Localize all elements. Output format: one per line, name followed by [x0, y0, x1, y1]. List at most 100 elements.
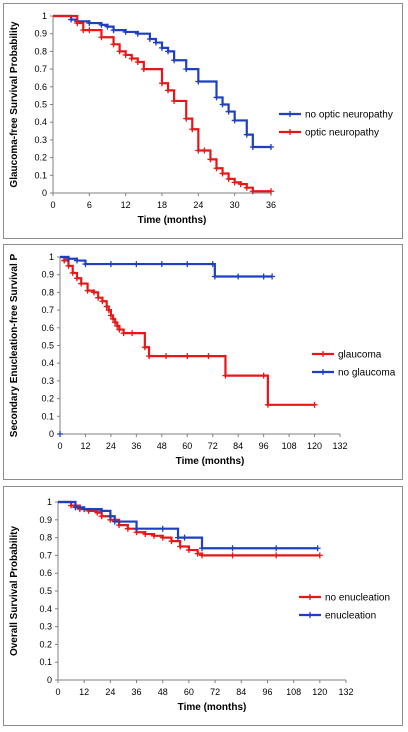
x-tick-label: 24: [193, 200, 203, 210]
censor-mark: [151, 532, 157, 539]
censor-mark: [152, 39, 159, 46]
censor-mark: [82, 261, 89, 268]
legend-label: optic neuropathy: [305, 128, 379, 139]
series-line-enucleation: [58, 500, 318, 550]
x-axis-label: Time (months): [178, 702, 247, 713]
y-tick-label: 0.5: [34, 100, 47, 110]
censor-mark: [201, 147, 208, 154]
y-tick-label: 0.8: [34, 46, 47, 56]
x-tick-label: 120: [307, 441, 322, 451]
censor-mark: [165, 48, 172, 55]
legend-marker: [287, 111, 293, 117]
y-tick-label: 0.9: [39, 515, 52, 525]
x-axis-label: Time (months): [176, 456, 245, 467]
y-tick-label: 1: [47, 497, 52, 507]
censor-mark: [95, 294, 102, 301]
censor-mark: [114, 323, 121, 330]
legend-marker: [287, 129, 293, 135]
censor-mark: [104, 23, 111, 30]
y-tick-label: 0.1: [39, 657, 52, 667]
censor-mark: [219, 170, 226, 177]
x-tick-label: 132: [338, 687, 353, 697]
censor-mark: [98, 21, 105, 28]
censor-mark: [249, 143, 256, 150]
y-tick-label: 0.7: [41, 305, 54, 315]
censor-mark: [225, 108, 232, 115]
point-marker: [57, 431, 63, 437]
censor-mark: [243, 131, 250, 138]
y-tick-label: 0.1: [41, 411, 54, 421]
censor-mark: [177, 543, 184, 550]
x-tick-label: 48: [158, 687, 168, 697]
censor-mark: [183, 66, 190, 73]
y-tick-label: 0.4: [34, 117, 47, 127]
censor-mark: [122, 28, 129, 35]
x-axis-label: Time (months): [138, 215, 207, 226]
censor-mark: [133, 261, 140, 268]
censor-mark: [181, 534, 188, 541]
censor-mark: [134, 59, 141, 66]
censor-mark: [264, 401, 271, 408]
censor-mark: [73, 257, 80, 264]
y-tick-label: 0.6: [39, 568, 52, 578]
censor-mark: [243, 184, 250, 191]
chart-svg: 0 0.1 0.2 0.3 0.4 0.5 0.6 0.7 0.8 0.9 1 0 6 12 18 24 30 3…: [9, 11, 393, 226]
x-tick-label: 36: [131, 441, 141, 451]
series-line-no-glaucoma: [60, 255, 273, 278]
series-line-optic-neuropathy: [53, 14, 271, 193]
censor-mark: [86, 20, 93, 27]
censor-mark: [128, 55, 135, 62]
y-tick-label: 0: [42, 188, 47, 198]
censor-mark: [207, 156, 214, 163]
x-tick-label: 36: [132, 687, 142, 697]
legend-label: no optic neuropathy: [305, 110, 393, 121]
y-tick-label: 0.4: [41, 358, 54, 368]
legend-label: no glaucoma: [338, 368, 396, 379]
censor-mark: [195, 78, 202, 85]
censor-mark: [142, 531, 149, 538]
censor-mark: [165, 87, 172, 94]
x-tick-label: 84: [236, 687, 246, 697]
censor-mark: [84, 287, 91, 294]
x-tick-label: 12: [79, 687, 89, 697]
censor-mark: [168, 538, 175, 545]
censor-mark: [110, 315, 117, 322]
y-tick-label: 0.1: [34, 170, 47, 180]
legend-marker: [320, 369, 326, 375]
legend-marker: [320, 351, 326, 357]
censor-mark: [209, 261, 216, 268]
censor-mark: [235, 273, 242, 280]
censor-mark: [171, 57, 178, 64]
x-tick-label: 60: [184, 687, 194, 697]
censor-mark: [74, 20, 81, 27]
censor-mark: [163, 353, 170, 360]
censor-mark: [73, 275, 80, 282]
legend-marker: [307, 594, 313, 600]
censor-mark: [65, 262, 72, 269]
censor-mark: [268, 143, 274, 150]
x-tick-label: 0: [50, 200, 55, 210]
censor-mark: [140, 66, 147, 73]
censor-mark: [159, 525, 166, 532]
x-tick-label: 18: [157, 200, 167, 210]
x-tick-label: 6: [87, 200, 92, 210]
censor-mark: [237, 181, 244, 188]
y-tick-label: 0.8: [41, 287, 54, 297]
y-tick-label: 1: [42, 11, 47, 21]
censor-mark: [111, 518, 118, 525]
x-tick-label: 108: [282, 441, 297, 451]
censor-mark: [122, 51, 129, 58]
chart-panel-overall-survival: 0 0.1 0.2 0.3 0.4 0.5 0.6 0.7 0.8 0.9 1 0 12 24 36 48 60…: [3, 486, 403, 726]
chart-panel-glaucoma-free-survival: 0 0.1 0.2 0.3 0.4 0.5 0.6 0.7 0.8 0.9 1 0 6 12 18 24 30 3…: [3, 3, 403, 239]
censor-mark: [311, 401, 318, 408]
censor-mark: [120, 330, 127, 337]
censor-mark: [86, 27, 93, 34]
y-tick-label: 0.7: [39, 550, 52, 560]
y-tick-label: 0.7: [34, 64, 47, 74]
x-tick-label: 84: [233, 441, 243, 451]
censor-mark: [103, 303, 110, 310]
censor-mark: [69, 269, 76, 276]
y-tick-label: 0.3: [41, 376, 54, 386]
censor-mark: [116, 326, 123, 333]
censor-mark: [94, 509, 101, 516]
